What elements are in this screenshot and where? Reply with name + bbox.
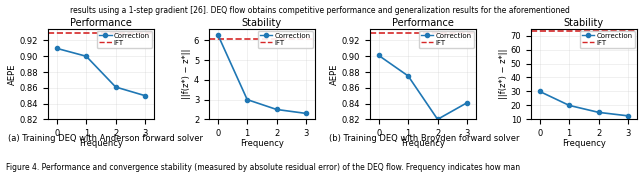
Y-axis label: ||f(z*) − z*||: ||f(z*) − z*|| <box>182 49 191 99</box>
Text: (a) Training DEQ with Anderson forward solver: (a) Training DEQ with Anderson forward s… <box>8 134 203 143</box>
Legend: Correction, IFT: Correction, IFT <box>97 31 152 48</box>
Text: (b) Training DEQ with Broyden forward solver: (b) Training DEQ with Broyden forward so… <box>329 134 520 143</box>
X-axis label: Frequency: Frequency <box>79 139 123 148</box>
Y-axis label: AEPE: AEPE <box>330 63 339 85</box>
X-axis label: Frequency: Frequency <box>562 139 606 148</box>
Legend: Correction, IFT: Correction, IFT <box>419 31 474 48</box>
Title: Stability: Stability <box>564 18 604 28</box>
Title: Stability: Stability <box>242 18 282 28</box>
Text: results using a 1-step gradient [26]. DEQ flow obtains competitive performance a: results using a 1-step gradient [26]. DE… <box>70 6 570 15</box>
X-axis label: Frequency: Frequency <box>240 139 284 148</box>
X-axis label: Frequency: Frequency <box>401 139 445 148</box>
Legend: Correction, IFT: Correction, IFT <box>258 31 313 48</box>
Legend: Correction, IFT: Correction, IFT <box>580 31 635 48</box>
Title: Performance: Performance <box>70 18 132 28</box>
Text: Figure 4. Performance and convergence stability (measured by absolute residual e: Figure 4. Performance and convergence st… <box>6 163 520 172</box>
Title: Performance: Performance <box>392 18 454 28</box>
Y-axis label: ||f(z*) − z*||: ||f(z*) − z*|| <box>499 49 508 99</box>
Y-axis label: AEPE: AEPE <box>8 63 17 85</box>
